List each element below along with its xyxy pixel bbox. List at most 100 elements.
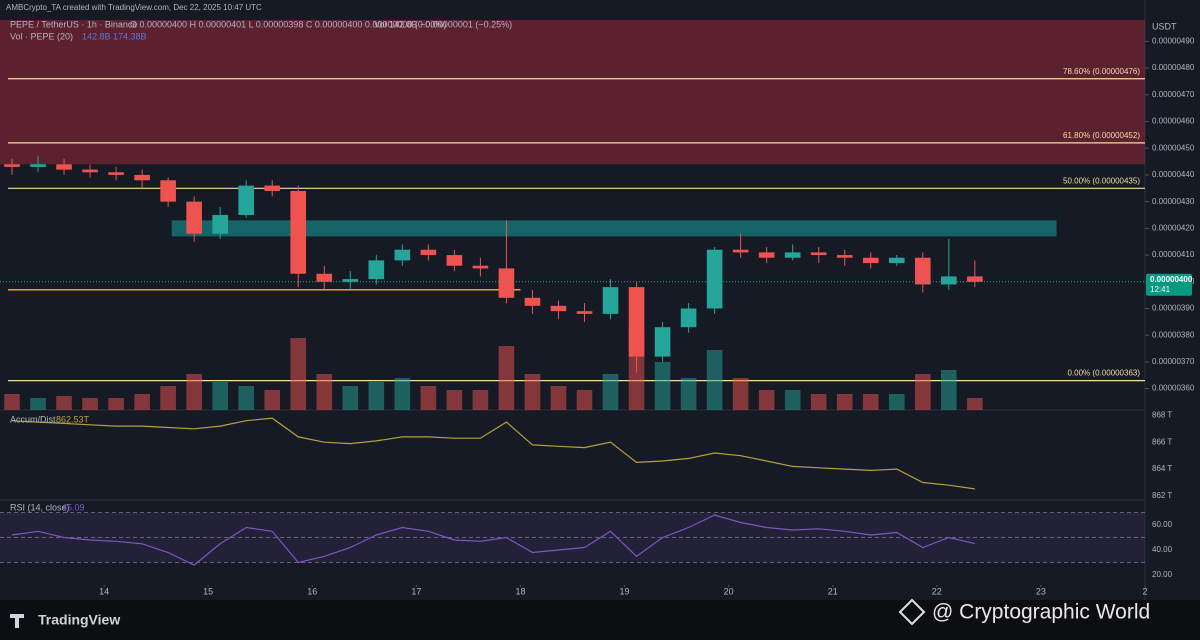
accum-legend: Accum/Dist xyxy=(10,414,56,424)
x-tick-label: 15 xyxy=(203,586,213,596)
candle-body xyxy=(941,276,957,285)
candle-body xyxy=(420,249,437,256)
volume-bar xyxy=(342,386,359,410)
candle-body xyxy=(160,180,176,202)
volume-bar xyxy=(394,378,411,410)
volume-bar xyxy=(186,374,202,410)
volume-bar xyxy=(108,398,124,410)
candle-body xyxy=(316,273,333,282)
y-tick-label: 0.00000440 xyxy=(1152,170,1195,179)
volume-bar xyxy=(524,374,541,410)
volume-bar xyxy=(967,398,983,410)
volume-bar xyxy=(914,374,931,410)
candle-body xyxy=(368,260,385,280)
watermark-logo xyxy=(898,598,926,626)
candle-body xyxy=(836,255,853,258)
accum-legend-value: 862.53T xyxy=(56,414,90,424)
x-tick-label: 19 xyxy=(620,586,630,596)
candle-body xyxy=(186,201,202,234)
y-tick-label: 0.00000360 xyxy=(1152,384,1195,393)
volume-bar xyxy=(680,378,697,410)
candle-body xyxy=(82,169,98,173)
candle-body xyxy=(134,174,150,181)
candle-body xyxy=(967,276,983,282)
brand-logo xyxy=(10,614,24,628)
rsi-tick-label: 40.00 xyxy=(1152,545,1173,554)
y-tick-label: 0.00000420 xyxy=(1152,223,1195,232)
rsi-legend: RSI (14, close) xyxy=(10,502,70,512)
candle-body xyxy=(550,305,567,312)
candle-body xyxy=(30,164,46,167)
vol-header: Vol 142.8B −0.00000001 (−0.25%) xyxy=(374,19,512,29)
y-tick-label: 0.00000470 xyxy=(1152,90,1195,99)
volume-bar xyxy=(576,390,593,410)
y-tick-label: 0.00000390 xyxy=(1152,304,1195,313)
x-tick-label: 17 xyxy=(411,586,421,596)
candle-body xyxy=(602,287,619,314)
volume-bar xyxy=(888,394,905,410)
x-tick-label: 14 xyxy=(99,586,109,596)
zone xyxy=(0,20,1145,165)
accum-tick-label: 862 T xyxy=(1152,491,1172,500)
y-tick-label: 0.00000490 xyxy=(1152,36,1195,45)
y-tick-label: 0.00000430 xyxy=(1152,197,1195,206)
x-tick-label: 2 xyxy=(1142,586,1147,596)
y-tick-label: 0.00000460 xyxy=(1152,117,1195,126)
fib-label: 78.60% (0.00000476) xyxy=(1063,67,1140,76)
candle-body xyxy=(758,252,775,258)
volume-bar xyxy=(941,370,957,410)
y-tick-label: 0.00000380 xyxy=(1152,330,1195,339)
volume-bar xyxy=(602,374,619,410)
fib-label: 0.00% (0.00000363) xyxy=(1068,369,1141,378)
y-tick-label: 0.00000410 xyxy=(1152,250,1195,259)
rsi-legend-value: 45.09 xyxy=(62,502,85,512)
candle-body xyxy=(264,185,281,191)
candle-body xyxy=(4,164,20,167)
volume-bar xyxy=(862,394,879,410)
volume-bar xyxy=(238,386,255,410)
candle-body xyxy=(810,252,827,256)
candle-body xyxy=(472,265,489,269)
volume-bar xyxy=(134,394,150,410)
candle-body xyxy=(706,249,723,309)
volume-bar xyxy=(784,390,801,410)
candle-body xyxy=(628,287,645,357)
candle-body xyxy=(290,190,307,274)
volume-bar xyxy=(82,398,98,410)
candle-body xyxy=(212,215,228,234)
fib-label: 61.80% (0.00000452) xyxy=(1063,131,1140,140)
volume-bar xyxy=(30,398,46,410)
watermark: @ Cryptographic World xyxy=(932,601,1150,624)
rsi-tick-label: 20.00 xyxy=(1152,570,1173,579)
candle-body xyxy=(56,164,72,170)
volume-bar xyxy=(290,338,307,410)
candle-body xyxy=(654,327,671,357)
candle-body xyxy=(446,255,463,266)
x-tick-label: 21 xyxy=(828,586,838,596)
candle-body xyxy=(576,311,593,314)
volume-bar xyxy=(368,382,385,410)
volume-bar xyxy=(446,390,463,410)
accum-line xyxy=(11,417,975,490)
candle-body xyxy=(732,249,749,253)
candle-body xyxy=(238,185,255,215)
candle-body xyxy=(914,257,931,285)
volume-bar xyxy=(810,394,827,410)
x-tick-label: 18 xyxy=(515,586,525,596)
x-tick-label: 20 xyxy=(724,586,734,596)
accum-tick-label: 868 T xyxy=(1152,410,1172,419)
footer xyxy=(0,600,1200,640)
y-tick-label: 0.00000370 xyxy=(1152,357,1195,366)
x-tick-label: 16 xyxy=(307,586,317,596)
volume-bar xyxy=(316,374,333,410)
candle-body xyxy=(394,249,411,261)
volume-bar xyxy=(706,350,723,410)
candle-body xyxy=(524,297,541,306)
candle-body xyxy=(888,257,905,264)
currency: USDT xyxy=(1152,21,1177,31)
fib-label: 50.00% (0.00000435) xyxy=(1063,176,1140,185)
y-tick-label: 0.00000450 xyxy=(1152,143,1195,152)
rsi-tick-label: 60.00 xyxy=(1152,520,1173,529)
candle-body xyxy=(784,252,801,258)
